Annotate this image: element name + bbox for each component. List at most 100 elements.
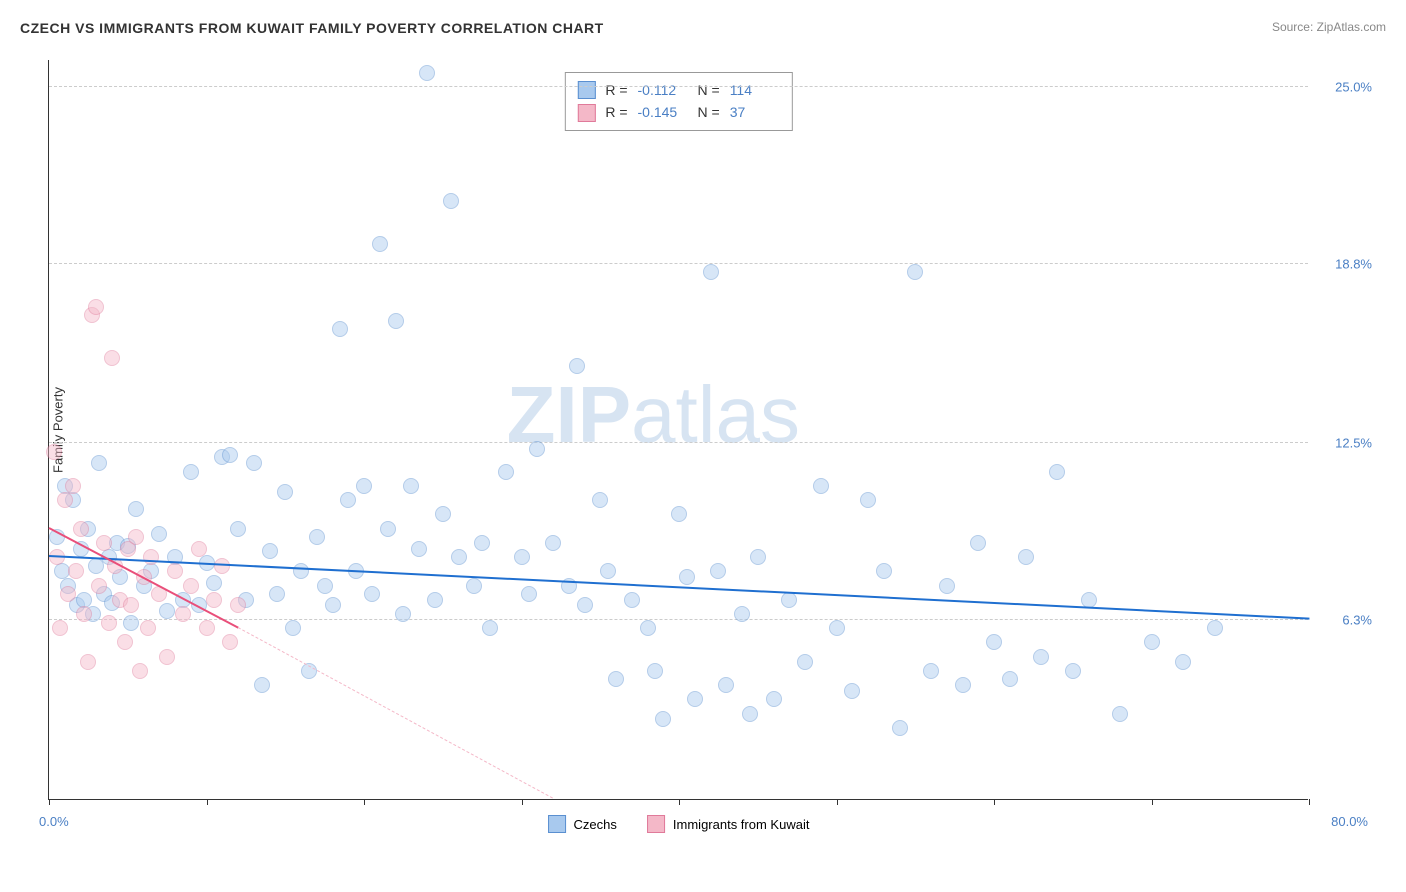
scatter-point bbox=[309, 529, 325, 545]
scatter-point bbox=[68, 563, 84, 579]
scatter-point bbox=[395, 606, 411, 622]
scatter-point bbox=[474, 535, 490, 551]
scatter-point bbox=[569, 358, 585, 374]
scatter-point bbox=[545, 535, 561, 551]
legend-swatch bbox=[647, 815, 665, 833]
scatter-point bbox=[600, 563, 616, 579]
scatter-point bbox=[46, 444, 62, 460]
scatter-point bbox=[687, 691, 703, 707]
scatter-point bbox=[206, 575, 222, 591]
scatter-point bbox=[655, 711, 671, 727]
scatter-point bbox=[781, 592, 797, 608]
scatter-point bbox=[356, 478, 372, 494]
scatter-point bbox=[159, 649, 175, 665]
scatter-point bbox=[813, 478, 829, 494]
scatter-point bbox=[91, 455, 107, 471]
stat-n-value: 37 bbox=[730, 101, 780, 123]
scatter-point bbox=[73, 521, 89, 537]
x-tick bbox=[1152, 799, 1153, 805]
scatter-point bbox=[388, 313, 404, 329]
gridline bbox=[49, 263, 1308, 264]
x-tick bbox=[679, 799, 680, 805]
chart-container: Family Poverty ZIPatlas R =-0.112N =114R… bbox=[48, 52, 1388, 842]
scatter-point bbox=[403, 478, 419, 494]
scatter-point bbox=[592, 492, 608, 508]
scatter-point bbox=[750, 549, 766, 565]
scatter-point bbox=[1049, 464, 1065, 480]
scatter-point bbox=[907, 264, 923, 280]
scatter-point bbox=[57, 492, 73, 508]
scatter-point bbox=[128, 529, 144, 545]
scatter-point bbox=[829, 620, 845, 636]
scatter-point bbox=[206, 592, 222, 608]
scatter-point bbox=[175, 606, 191, 622]
scatter-point bbox=[419, 65, 435, 81]
chart-title: CZECH VS IMMIGRANTS FROM KUWAIT FAMILY P… bbox=[20, 20, 604, 36]
x-tick bbox=[522, 799, 523, 805]
scatter-point bbox=[101, 615, 117, 631]
scatter-point bbox=[1144, 634, 1160, 650]
scatter-point bbox=[167, 563, 183, 579]
scatter-point bbox=[104, 350, 120, 366]
source-label: Source: ZipAtlas.com bbox=[1272, 20, 1386, 34]
gridline bbox=[49, 619, 1308, 620]
scatter-point bbox=[1175, 654, 1191, 670]
legend-bottom: Czechs Immigrants from Kuwait bbox=[548, 815, 810, 833]
scatter-point bbox=[1033, 649, 1049, 665]
scatter-point bbox=[986, 634, 1002, 650]
scatter-point bbox=[577, 597, 593, 613]
scatter-point bbox=[96, 535, 112, 551]
legend-item: Czechs bbox=[548, 815, 617, 833]
scatter-point bbox=[183, 578, 199, 594]
scatter-point bbox=[671, 506, 687, 522]
scatter-point bbox=[860, 492, 876, 508]
scatter-point bbox=[254, 677, 270, 693]
stat-n-value: 114 bbox=[730, 79, 780, 101]
scatter-point bbox=[132, 663, 148, 679]
stat-n-label: N = bbox=[698, 101, 720, 123]
scatter-point bbox=[955, 677, 971, 693]
legend-stats-box: R =-0.112N =114R =-0.145N =37 bbox=[564, 72, 792, 131]
scatter-point bbox=[159, 603, 175, 619]
scatter-point bbox=[1112, 706, 1128, 722]
scatter-point bbox=[718, 677, 734, 693]
y-tick-label: 18.8% bbox=[1335, 256, 1372, 271]
legend-swatch bbox=[577, 81, 595, 99]
scatter-point bbox=[939, 578, 955, 594]
scatter-point bbox=[1207, 620, 1223, 636]
stat-r-label: R = bbox=[605, 79, 627, 101]
scatter-point bbox=[514, 549, 530, 565]
scatter-point bbox=[293, 563, 309, 579]
scatter-point bbox=[76, 606, 92, 622]
scatter-point bbox=[140, 620, 156, 636]
scatter-point bbox=[647, 663, 663, 679]
scatter-point bbox=[529, 441, 545, 457]
scatter-point bbox=[143, 549, 159, 565]
scatter-point bbox=[411, 541, 427, 557]
x-tick bbox=[994, 799, 995, 805]
scatter-point bbox=[451, 549, 467, 565]
stat-n-label: N = bbox=[698, 79, 720, 101]
stat-r-value: -0.112 bbox=[638, 79, 688, 101]
scatter-point bbox=[123, 597, 139, 613]
scatter-point bbox=[128, 501, 144, 517]
scatter-point bbox=[482, 620, 498, 636]
trendline-extrapolated bbox=[238, 627, 553, 799]
scatter-point bbox=[340, 492, 356, 508]
scatter-point bbox=[923, 663, 939, 679]
scatter-point bbox=[222, 634, 238, 650]
scatter-point bbox=[970, 535, 986, 551]
scatter-point bbox=[797, 654, 813, 670]
legend-stats-row: R =-0.145N =37 bbox=[577, 101, 779, 123]
scatter-point bbox=[443, 193, 459, 209]
scatter-point bbox=[498, 464, 514, 480]
scatter-point bbox=[246, 455, 262, 471]
scatter-point bbox=[269, 586, 285, 602]
scatter-point bbox=[91, 578, 107, 594]
gridline bbox=[49, 86, 1308, 87]
scatter-point bbox=[427, 592, 443, 608]
scatter-point bbox=[876, 563, 892, 579]
x-tick bbox=[837, 799, 838, 805]
legend-label: Immigrants from Kuwait bbox=[673, 817, 810, 832]
scatter-point bbox=[317, 578, 333, 594]
